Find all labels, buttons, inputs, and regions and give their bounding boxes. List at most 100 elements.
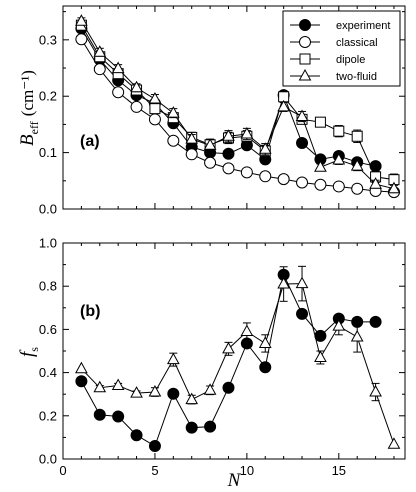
y-tick-label: 0.6 [39, 322, 57, 337]
data-point-two-fluid [111, 61, 125, 74]
data-point-two-fluid [185, 392, 199, 405]
legend-marker-dipole [299, 53, 311, 65]
data-point-two-fluid [277, 277, 290, 289]
legend-marker-classical [299, 36, 311, 48]
data-point-two-fluid [203, 138, 217, 150]
x-tick-label: 15 [332, 463, 346, 478]
data-point-dipole [314, 116, 326, 128]
data-point-two-fluid [222, 341, 235, 354]
data-point-experiment [369, 315, 382, 328]
panel-b-y-axis-sub: s [27, 347, 41, 352]
panel-a-legend: experiment classical dipole two-fluid [282, 10, 401, 87]
panel-a-frame [62, 5, 406, 210]
data-point-two-fluid [93, 380, 107, 393]
data-point-two-fluid [93, 45, 107, 57]
data-point-two-fluid [148, 385, 162, 397]
data-point-experiment [296, 307, 309, 320]
legend-entry-experiment: experiment [290, 19, 390, 32]
data-point-experiment [112, 410, 125, 423]
panel-a-y-axis-main: B [17, 134, 38, 146]
data-point-two-fluid [350, 329, 364, 342]
y-tick-label: 0.1 [39, 145, 57, 160]
legend-label-experiment: experiment [336, 20, 390, 32]
panel-b-series [75, 265, 401, 453]
panel-a-label: (a) [80, 133, 100, 150]
panel-a-y-axis-title: Beff (cm⁻¹) [17, 70, 41, 146]
data-point-classical [222, 162, 235, 175]
data-point-two-fluid [369, 177, 382, 189]
y-tick-label: 1.0 [39, 236, 57, 251]
data-point-two-fluid [130, 386, 143, 398]
data-point-experiment [222, 147, 235, 160]
data-point-two-fluid [240, 126, 254, 139]
data-point-classical [314, 178, 327, 191]
data-point-two-fluid [369, 385, 382, 397]
data-point-classical [259, 170, 272, 183]
data-point-two-fluid [185, 132, 199, 144]
legend-label-classical: classical [336, 37, 378, 49]
panel-b-y-axis-title: fs [17, 347, 41, 357]
y-tick-label: 0.2 [39, 408, 57, 423]
data-point-experiment [93, 408, 106, 421]
y-tick-label: 0.0 [39, 202, 57, 217]
data-point-classical [148, 113, 161, 126]
y-tick-label: 0.8 [39, 279, 57, 294]
panel-a-series [75, 14, 401, 199]
data-point-classical [130, 100, 143, 113]
x-axis-title: N [227, 470, 242, 491]
data-point-two-fluid [277, 99, 290, 112]
data-point-classical [204, 156, 217, 169]
data-point-experiment [148, 440, 161, 453]
panel-b-ticks: 0 5 10 15 0.0 0.2 0.4 0.6 0.8 1.0 [39, 236, 405, 478]
panel-b-y-axis-main: f [17, 349, 38, 357]
panel-a-y-axis-unit: (cm⁻¹) [18, 70, 37, 116]
data-point-classical [112, 86, 125, 99]
y-tick-label: 0.0 [39, 452, 57, 467]
data-point-two-fluid [387, 437, 401, 449]
data-point-dipole [149, 103, 161, 115]
data-point-two-fluid [203, 383, 217, 395]
series-line-two-fluid-b [81, 283, 395, 445]
data-point-classical [296, 176, 309, 189]
data-point-classical [240, 166, 253, 179]
data-point-experiment [167, 387, 180, 400]
data-point-experiment [204, 420, 217, 433]
data-point-classical [75, 33, 88, 46]
data-point-classical [185, 148, 198, 161]
data-point-experiment [130, 429, 143, 442]
legend-marker-two-fluid [298, 68, 312, 81]
legend-entry-classical: classical [290, 36, 378, 49]
data-point-two-fluid [314, 350, 327, 362]
data-point-two-fluid [240, 324, 254, 337]
y-tick-label: 0.3 [39, 32, 57, 47]
data-point-classical [277, 173, 290, 186]
data-point-classical [167, 134, 180, 147]
data-point-two-fluid [75, 361, 88, 374]
data-point-two-fluid [332, 152, 346, 165]
panel-a-y-axis-sub: eff [27, 121, 41, 134]
data-point-two-fluid [166, 106, 180, 118]
panel-a-plot: 0.0 0.1 0.2 0.3 (a) Beff (cm⁻¹) experiment c… [17, 5, 406, 217]
panel-a-ticks: 0.0 0.1 0.2 0.3 [39, 6, 405, 217]
data-point-experiment [314, 329, 327, 342]
data-point-two-fluid [75, 14, 88, 26]
y-tick-label: 0.2 [39, 89, 57, 104]
data-point-experiment [185, 421, 198, 434]
data-point-classical [93, 63, 106, 76]
x-tick-label: 5 [151, 463, 158, 478]
panel-b-label: (b) [80, 303, 100, 320]
data-point-two-fluid [387, 181, 401, 194]
data-point-two-fluid [130, 80, 143, 93]
data-point-two-fluid [222, 129, 235, 141]
data-point-classical [332, 180, 345, 193]
data-point-dipole [351, 130, 363, 142]
data-point-classical [351, 182, 364, 195]
data-point-experiment [75, 375, 88, 388]
data-point-two-fluid [295, 276, 309, 289]
data-point-two-fluid [350, 159, 364, 171]
x-tick-label: 0 [59, 463, 66, 478]
legend-label-two-fluid: two-fluid [336, 71, 377, 83]
data-point-two-fluid [314, 160, 327, 172]
legend-entry-two-fluid: two-fluid [290, 68, 377, 83]
